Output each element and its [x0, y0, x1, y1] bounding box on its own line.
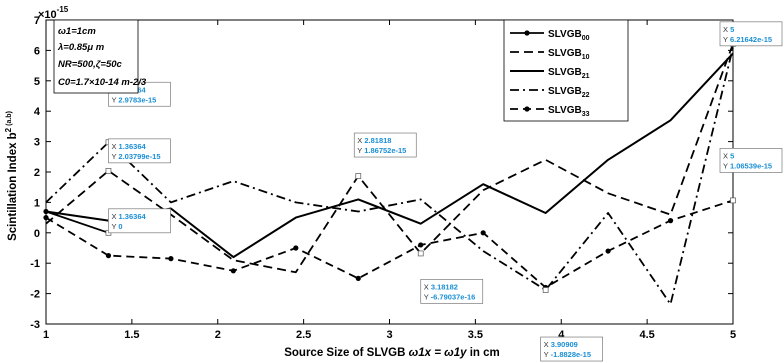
y-tick-label: -1	[30, 258, 40, 270]
parameter-wavelength: λ=0.85μ m	[57, 42, 105, 53]
series-slvgb33-point	[480, 230, 486, 236]
datatip-anchor	[417, 250, 424, 257]
datatip-x: X 3.90909	[544, 340, 578, 349]
y-tick-label: 1	[34, 197, 40, 209]
series-slvgb33-line	[45, 199, 734, 289]
datatip-x: X 5	[723, 25, 734, 34]
parameter-turbulence: NR=500,ζ=50c	[58, 59, 123, 70]
x-tick-label: 4.5	[639, 329, 654, 341]
parameter-structure-constant: C0=1.7×10-14 m-2/3	[58, 77, 147, 88]
datatip-y: Y 0	[111, 222, 122, 231]
series-slvgb33-point	[355, 275, 361, 281]
legend-marker	[524, 106, 530, 112]
parameter-box: ω1=1cm λ=0.85μ m NR=500,ζ=50c C0=1.7×10-…	[53, 19, 147, 94]
datatip-x: X 2.81818	[357, 136, 391, 145]
legend-label: SLVGB33	[548, 105, 590, 118]
legend-item-slvgb33: SLVGB33	[510, 105, 590, 118]
series-slvgb33-point	[168, 256, 174, 262]
series-slvgb10-line	[45, 43, 734, 274]
series-slvgb33-point	[418, 242, 424, 248]
x-tick-label: 1	[43, 329, 49, 341]
y-tick-label: 6	[34, 45, 40, 57]
datatip-box	[540, 336, 603, 362]
y-tick-label: 4	[34, 106, 41, 118]
x-tick-label: 2	[215, 329, 221, 341]
series-slvgb33-point	[605, 248, 611, 254]
legend-label: SLVGB10	[548, 48, 590, 61]
x-tick-label: 1.5	[124, 329, 139, 341]
legend-item-slvgb22: SLVGB22	[510, 86, 590, 99]
legend-item-slvgb21: SLVGB21	[510, 67, 590, 80]
legend-item-slvgb00: SLVGB00	[510, 29, 590, 42]
parameter-box-frame	[53, 19, 139, 94]
series-slvgb10	[45, 43, 734, 274]
series-slvgb33-point	[667, 218, 674, 224]
legend-label: SLVGB21	[548, 67, 590, 80]
legend-item-slvgb10: SLVGB10	[510, 48, 590, 61]
datatip: X 5Y 6.21642e-15	[719, 21, 783, 47]
datatip-anchor	[542, 287, 549, 293]
datatip-x: X 1.36364	[111, 212, 146, 221]
datatip-anchor	[355, 173, 362, 179]
datatip-y: Y 2.9783e-15	[111, 95, 156, 104]
datatip-box	[719, 21, 783, 47]
y-tick-label: 5	[34, 76, 40, 88]
x-tick-label: 3	[386, 329, 392, 341]
parameter-waist: ω1=1cm	[58, 26, 96, 37]
y-tick-label: 2	[34, 167, 40, 179]
datatip-x: X 1.36364	[111, 142, 146, 151]
y-tick-label: 7	[34, 15, 40, 27]
legend-label: SLVGB22	[548, 86, 590, 99]
series-slvgb33-point	[293, 245, 299, 251]
datatip-x: X 3.18182	[424, 282, 458, 291]
legend: SLVGB00 SLVGB10 SLVGB21 SLVGB22 SLVGB33	[503, 19, 629, 122]
datatip-y: Y 6.21642e-15	[723, 35, 772, 44]
datatip-box	[420, 279, 484, 304]
series-slvgb22-line	[45, 47, 734, 306]
datatip-box	[353, 132, 417, 158]
legend-marker	[524, 30, 530, 36]
datatip-x: X 5	[723, 151, 734, 160]
y-axis-multiplier: ×10-15	[38, 5, 69, 21]
x-tick-label: 3.5	[468, 329, 483, 341]
datatip-y: Y 1.86752e-15	[357, 146, 406, 155]
series-slvgb33-point	[105, 253, 112, 259]
x-tick-label: 4	[558, 329, 565, 341]
datatip-y: Y 2.03799e-15	[111, 152, 160, 161]
legend-label: SLVGB00	[548, 29, 590, 42]
series-slvgb33-point	[230, 268, 236, 274]
datatip: X 5Y 1.06539e-15	[719, 148, 783, 204]
y-axis-label: Scintillation Index b2(a.b)	[4, 111, 19, 241]
x-tick-label: 2.5	[296, 329, 311, 341]
y-tick-label: -3	[30, 319, 40, 331]
datatip-y: Y 1.06539e-15	[723, 161, 772, 170]
datatip-box	[108, 208, 171, 234]
datatip-y: Y -6.79037e-16	[424, 292, 476, 301]
y-tick-label: -2	[30, 289, 40, 301]
datatip-y: Y -1.8828e-15	[544, 350, 591, 359]
datatip-box	[719, 148, 783, 173]
datatip-anchor	[105, 167, 112, 174]
x-tick-label: 5	[730, 329, 736, 341]
series-slvgb00-line	[45, 210, 109, 234]
y-tick-label: 3	[34, 137, 40, 149]
y-tick-label: 0	[34, 228, 40, 240]
axis-ticks: 1 1.5 2 2.5 3 3.5 4 4.5 5 -3 -2 -1 0 1 2 3 4 5 6 7	[30, 15, 736, 341]
datatip-anchor	[730, 197, 736, 204]
series-slvgb22	[45, 47, 734, 306]
series-slvgb33-point	[43, 215, 49, 221]
x-axis-label: Source Size of SLVGB ω1x = ω1y in cm	[284, 347, 500, 359]
datatip-box	[108, 138, 171, 164]
